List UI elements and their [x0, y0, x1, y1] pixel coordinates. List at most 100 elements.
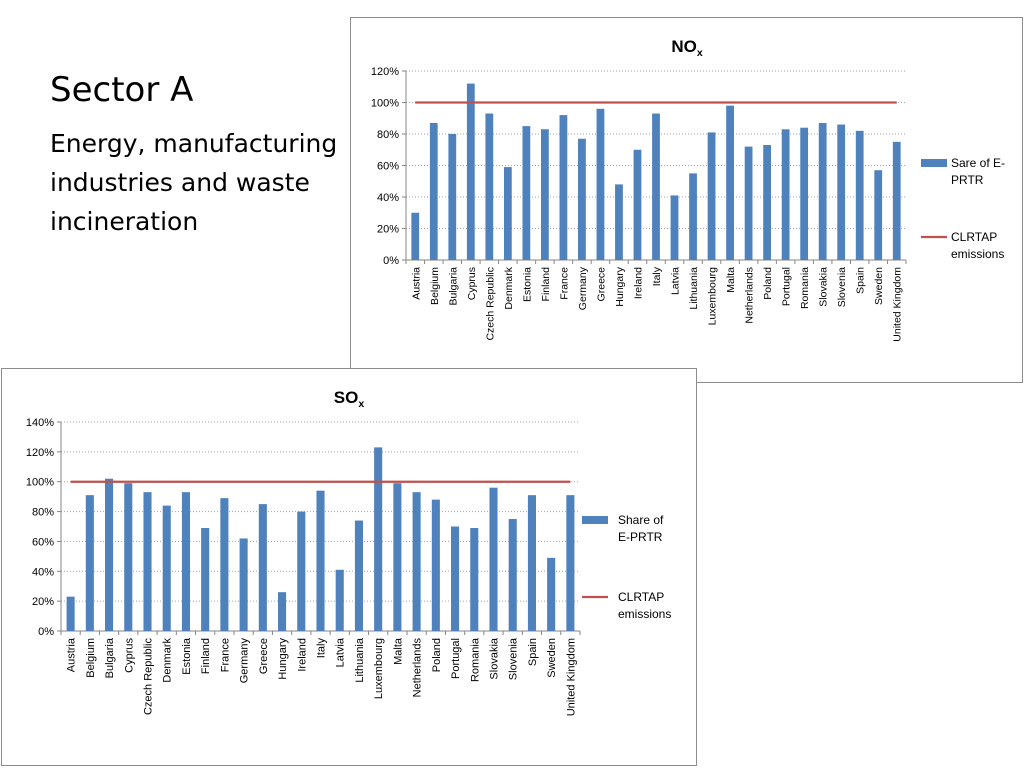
- nox-bar-italy: [652, 113, 660, 261]
- sox-bar-netherlands: [412, 492, 421, 631]
- nox-category-label: Spain: [855, 267, 867, 294]
- sox-y-tick-label: 100%: [26, 477, 54, 489]
- sox-category-label: Portugal: [450, 638, 462, 679]
- sox-bar-lithuania: [354, 520, 363, 631]
- sox-bar-belgium: [85, 495, 94, 631]
- sox-category-label: Lithuania: [354, 637, 366, 683]
- nox-bar-bulgaria: [448, 134, 457, 260]
- nox-y-tick-label: 120%: [371, 66, 399, 78]
- nox-category-label: Finland: [540, 267, 552, 302]
- nox-bar-france: [559, 115, 568, 260]
- nox-bar-ireland: [633, 149, 642, 260]
- nox-category-label: Czech Republic: [484, 267, 496, 341]
- sox-y-tick-label: 140%: [26, 417, 54, 429]
- nox-bar-estonia: [522, 126, 531, 260]
- sox-y-tick-label: 80%: [32, 507, 54, 519]
- sox-category-label: Germany: [239, 638, 251, 684]
- sox-bar-cyprus: [124, 483, 133, 631]
- sox-bar-denmark: [162, 505, 171, 631]
- nox-y-tick-label: 0%: [383, 255, 399, 267]
- sox-chart: SOx 0% 20% 40% 60% 80% 100% 120% 140% Austria Belg…: [26, 388, 672, 716]
- nox-bar-czech-republic: [485, 113, 494, 261]
- sox-bar-czech-republic: [143, 492, 152, 631]
- nox-bar-portugal: [781, 129, 790, 260]
- nox-bar-hungary: [615, 184, 623, 260]
- sox-category-label: Austria: [66, 637, 78, 672]
- nox-y-tick-label: 60%: [377, 161, 399, 173]
- sox-category-label: Ireland: [296, 638, 308, 672]
- nox-category-label: Poland: [762, 267, 774, 300]
- nox-category-label: Slovakia: [818, 267, 830, 307]
- nox-bar-finland: [541, 129, 549, 260]
- nox-bar-greece: [596, 108, 605, 260]
- sox-category-label: France: [219, 638, 231, 672]
- nox-bar-netherlands: [744, 146, 753, 260]
- sox-bar-estonia: [181, 492, 190, 631]
- nox-chart-title: NOx: [671, 37, 703, 59]
- sox-category-label: Estonia: [181, 637, 193, 675]
- nox-category-label: Belgium: [429, 267, 441, 305]
- sox-category-label: Czech Republic: [143, 638, 155, 716]
- sox-legend-line-label: emissions: [618, 607, 671, 621]
- nox-category-label: Portugal: [781, 267, 793, 306]
- nox-bar-germany: [578, 138, 586, 260]
- nox-category-label: Netherlands: [744, 267, 756, 324]
- sox-bar-finland: [201, 527, 210, 631]
- nox-chart-panel: NOx 0% 20% 40% 60% 80% 100% 120% Austria Belgium B…: [350, 17, 1023, 383]
- sox-category-label: Bulgaria: [104, 637, 116, 678]
- nox-legend-line-label: emissions: [951, 247, 1004, 261]
- sox-category-label: Greece: [258, 638, 270, 674]
- nox-category-label: Sweden: [873, 267, 885, 305]
- nox-bar-lithuania: [689, 173, 697, 260]
- sox-bar-poland: [431, 499, 440, 631]
- sox-bar-united-kingdom: [566, 495, 575, 631]
- nox-y-tick-label: 100%: [371, 98, 399, 110]
- nox-bar-latvia: [670, 195, 679, 260]
- sox-bar-latvia: [335, 569, 344, 631]
- sox-category-label: Belgium: [85, 638, 97, 678]
- sox-bar-bulgaria: [105, 478, 114, 631]
- sox-category-label: Slovakia: [489, 637, 501, 679]
- nox-category-label: Estonia: [521, 267, 533, 302]
- nox-category-label: Denmark: [503, 266, 515, 309]
- sox-bar-greece: [258, 504, 267, 631]
- nox-chart: NOx 0% 20% 40% 60% 80% 100% 120% Austria Belgium B…: [371, 37, 1005, 342]
- sox-bar-hungary: [278, 592, 287, 631]
- nox-y-tick-label: 40%: [377, 192, 399, 204]
- nox-bar-slovenia: [837, 124, 846, 260]
- nox-category-label: Germany: [577, 266, 589, 310]
- sox-chart-panel: SOx 0% 20% 40% 60% 80% 100% 120% 140% Austria Belg…: [1, 368, 697, 766]
- sox-bar-slovakia: [489, 487, 498, 631]
- nox-category-label: Cyprus: [466, 267, 478, 300]
- sox-category-label: Latvia: [335, 637, 347, 667]
- nox-legend-line-label: CLRTAP: [951, 230, 997, 244]
- nox-legend-bar-swatch: [921, 159, 947, 167]
- sox-bar-romania: [470, 527, 479, 631]
- sox-category-label: Spain: [527, 638, 539, 666]
- sox-y-tick-label: 0%: [38, 626, 54, 638]
- nox-bar-denmark: [503, 167, 512, 260]
- nox-bar-belgium: [429, 122, 438, 260]
- nox-legend-bar-label: Sare of E-: [951, 156, 1005, 170]
- sox-y-tick-label: 120%: [26, 447, 54, 459]
- nox-category-label: Ireland: [632, 267, 644, 299]
- sox-bar-sweden: [547, 557, 556, 631]
- sox-legend-bar-label: Share of: [618, 513, 664, 527]
- nox-category-label: Malta: [725, 267, 737, 293]
- slide-subtitle: Energy, manufacturing industries and was…: [50, 129, 338, 236]
- sox-bar-slovenia: [508, 519, 517, 631]
- nox-category-label: Lithuania: [688, 267, 700, 310]
- sox-category-label: Cyprus: [123, 638, 135, 673]
- slide-title: Sector A: [50, 70, 194, 110]
- sox-legend-line-label: CLRTAP: [618, 590, 664, 604]
- sox-category-label: Denmark: [162, 638, 174, 683]
- nox-bar-austria: [411, 212, 420, 260]
- sox-bar-france: [220, 498, 229, 631]
- sox-category-label: Finland: [200, 638, 212, 674]
- sox-bar-germany: [239, 538, 248, 631]
- sox-bar-malta: [393, 483, 402, 631]
- sox-category-label: United Kingdom: [565, 638, 577, 716]
- sox-category-label: Malta: [392, 637, 404, 665]
- sox-bar-luxembourg: [374, 447, 383, 631]
- nox-category-label: Greece: [595, 267, 607, 302]
